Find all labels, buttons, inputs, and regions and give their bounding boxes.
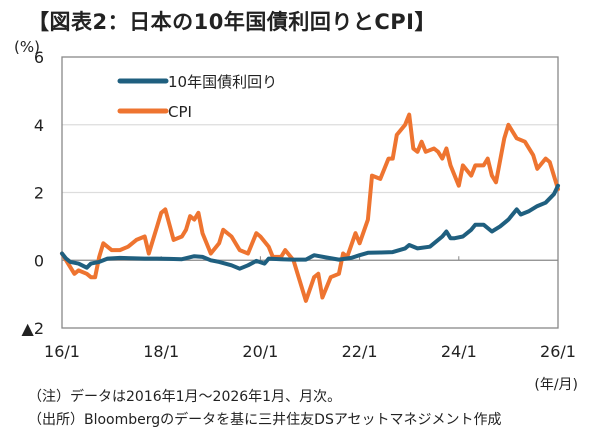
y-tick-label: ▲2 — [22, 319, 44, 338]
y-tick-label: 4 — [34, 116, 44, 135]
chart-title: 【図表2：日本の10年国債利回りとCPI】 — [28, 10, 436, 34]
series-line-cpi — [60, 112, 560, 303]
x-tick-label: 22/1 — [342, 342, 378, 361]
series-line-jgb-10y-yield — [60, 183, 560, 271]
y-axis-unit: (%) — [14, 38, 40, 56]
y-tick-label: 6 — [34, 48, 44, 67]
x-tick-label: 26/1 — [540, 342, 576, 361]
x-tick-label: 20/1 — [242, 342, 278, 361]
x-tick-label: 24/1 — [441, 342, 477, 361]
x-axis-unit: (年/月) — [534, 377, 578, 393]
y-tick-label: 2 — [34, 184, 44, 203]
y-tick-label: 0 — [34, 251, 44, 270]
legend-label: CPI — [168, 103, 192, 121]
source-text: （出所）Bloombergのデータを基に三井住友DSアセットマネジメント作成 — [28, 412, 502, 428]
x-tick-label: 16/1 — [44, 342, 80, 361]
note-text: （注）データは2016年1月～2026年1月、月次。 — [28, 389, 342, 405]
legend-label: 10年国債利回り — [168, 73, 277, 91]
plot-frame — [61, 56, 559, 329]
x-tick-label: 18/1 — [143, 342, 179, 361]
